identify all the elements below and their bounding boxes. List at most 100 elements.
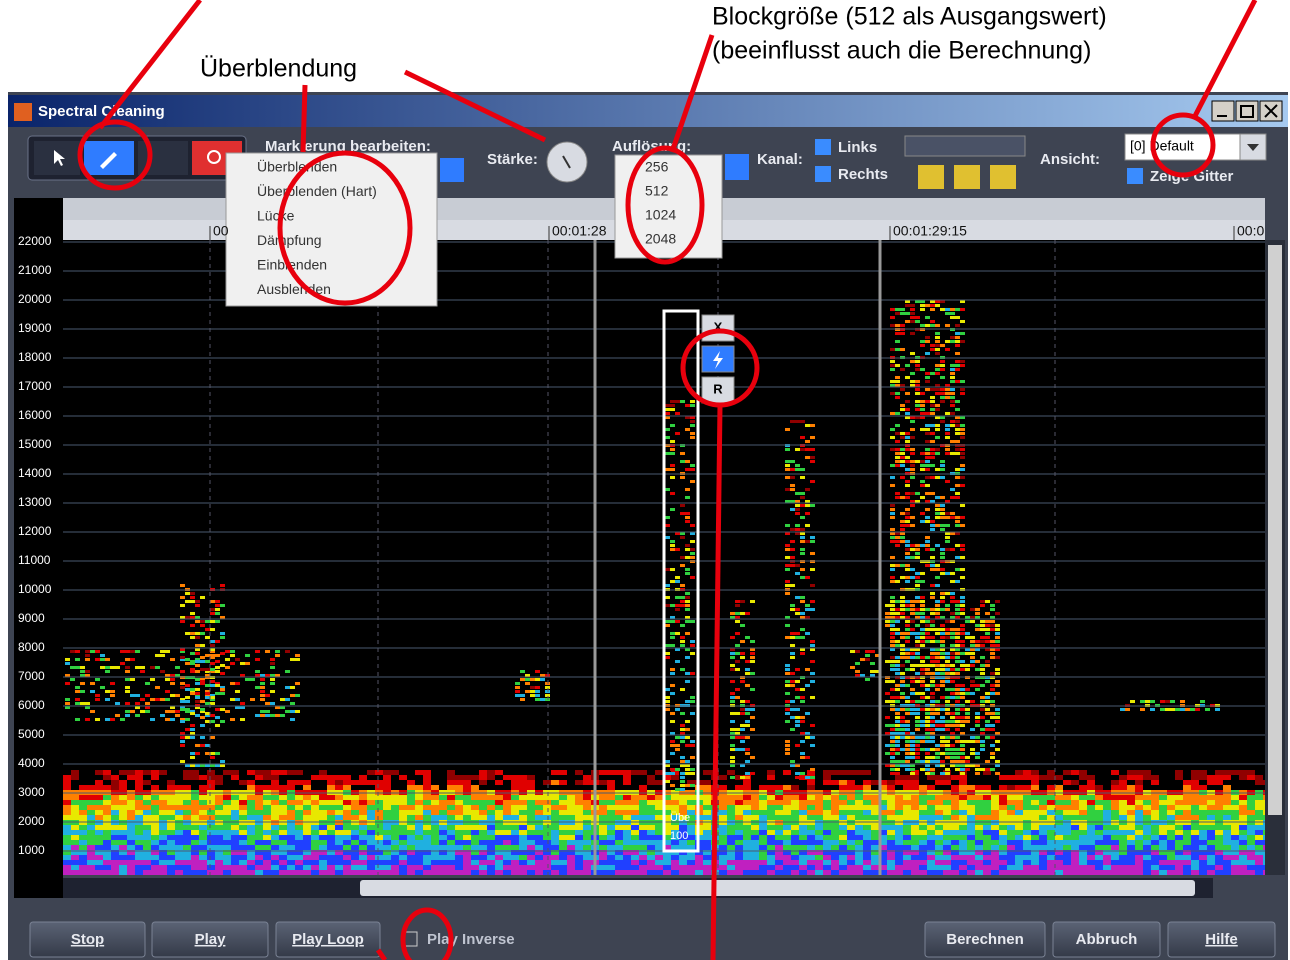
spectrum-cell — [960, 748, 965, 751]
spectrum-cell — [1023, 795, 1031, 800]
checkbox[interactable] — [1127, 168, 1143, 184]
spectrum-cell — [1215, 865, 1223, 870]
spectrum-cell — [890, 540, 895, 543]
spectrum-cell — [471, 795, 479, 800]
spectrum-cell — [1199, 840, 1207, 845]
icon-button[interactable] — [918, 165, 944, 189]
spectrum-cell — [551, 815, 559, 820]
spectrum-cell — [890, 632, 895, 635]
spectrum-cell — [1151, 830, 1159, 835]
spectrum-cell — [1007, 775, 1015, 780]
spectrum-cell — [910, 736, 915, 739]
spectrum-cell — [359, 850, 367, 855]
spectrum-cell — [823, 770, 831, 775]
spectrum-cell — [519, 800, 527, 805]
spectrum-cell — [255, 870, 263, 875]
spectrum-cell — [960, 392, 965, 395]
spectrum-cell — [1247, 800, 1255, 805]
spectrum-cell — [810, 456, 815, 459]
apply-icons[interactable] — [904, 135, 1026, 157]
spectrum-cell — [1223, 815, 1231, 820]
spectrum-cell — [887, 860, 895, 865]
spectrum-cell — [690, 576, 695, 579]
spectrum-cell — [319, 775, 327, 780]
spectrum-cell — [599, 825, 607, 830]
spectrum-cell — [727, 870, 735, 875]
spectrum-cell — [690, 400, 695, 403]
spectrum-cell — [800, 648, 805, 651]
spectrum-cell — [925, 336, 930, 339]
spectrum-cell — [800, 528, 805, 531]
spectrum-cell — [790, 636, 795, 639]
spectrum-cell — [647, 830, 655, 835]
spectrum-cell — [159, 845, 167, 850]
spectrum-cell — [935, 300, 940, 303]
spectrum-cell — [985, 700, 990, 703]
spectrum-cell — [175, 845, 183, 850]
view-dropdown[interactable] — [1124, 133, 1241, 161]
spectrum-cell — [750, 772, 755, 775]
window-controls[interactable] — [1211, 100, 1283, 122]
spectrum-cell — [271, 775, 279, 780]
spectrum-cell — [800, 496, 805, 499]
resolution-dropdown[interactable] — [725, 154, 749, 180]
spectrum-cell — [985, 680, 990, 683]
spectrum-cell — [895, 845, 903, 850]
spectrum-cell — [247, 785, 255, 790]
spectrum-cell — [950, 424, 955, 427]
blend-dropdown[interactable] — [440, 158, 464, 182]
spectrum-cell — [665, 584, 670, 587]
spectrum-cell — [95, 860, 103, 865]
spectrum-cell — [671, 840, 679, 845]
spectrum-cell — [1087, 800, 1095, 805]
spectrum-cell — [207, 840, 215, 845]
spectrum-cell — [1175, 870, 1183, 875]
spectrum-cell — [1191, 800, 1199, 805]
spectrum-cell — [1167, 870, 1175, 875]
spectrum-cell — [895, 612, 900, 615]
spectrum-cell — [285, 710, 290, 713]
spectrum-cell — [647, 800, 655, 805]
spectrum-cell — [719, 815, 727, 820]
spectrum-cell — [930, 408, 935, 411]
spectrum-cell — [1111, 815, 1119, 820]
spectrum-cell — [1079, 785, 1087, 790]
spectrum-cell — [805, 448, 810, 451]
spectrum-cell — [950, 496, 955, 499]
spectrum-cell — [1255, 825, 1263, 830]
spectrum-cell — [275, 654, 280, 657]
spectrum-cell — [945, 348, 950, 351]
spectrum-cell — [783, 785, 791, 790]
spectrum-cell — [1231, 835, 1239, 840]
spectrum-cell — [950, 392, 955, 395]
spectrum-cell — [165, 718, 170, 721]
spectrum-cell — [1231, 830, 1239, 835]
spectrum-cell — [990, 640, 995, 643]
icon-button[interactable] — [954, 165, 980, 189]
spectrum-cell — [975, 772, 980, 775]
checkbox[interactable] — [815, 139, 831, 155]
spectrum-cell — [615, 845, 623, 850]
spectrum-cell — [990, 628, 995, 631]
spectrum-cell — [511, 865, 519, 870]
spectrum-cell — [1087, 785, 1095, 790]
spectrum-cell — [375, 830, 383, 835]
spectrum-cell — [670, 476, 675, 479]
spectrum-cell — [1143, 870, 1151, 875]
icon-button[interactable] — [990, 165, 1016, 189]
spectrum-cell — [890, 564, 895, 567]
spectrum-cell — [665, 688, 670, 691]
checkbox[interactable] — [815, 166, 831, 182]
spectrum-cell — [125, 690, 130, 693]
spectrum-cell — [879, 845, 887, 850]
spectrum-cell — [915, 576, 920, 579]
spectrum-cell — [319, 850, 327, 855]
minimize[interactable] — [1211, 100, 1235, 122]
spectrum-cell — [687, 860, 695, 865]
spectrum-cell — [415, 830, 423, 835]
spectrum-cell — [165, 650, 170, 653]
spectrum-cell — [1143, 800, 1151, 805]
spectrum-cell — [87, 860, 95, 865]
spectrum-cell — [399, 850, 407, 855]
spectrum-cell — [623, 865, 631, 870]
